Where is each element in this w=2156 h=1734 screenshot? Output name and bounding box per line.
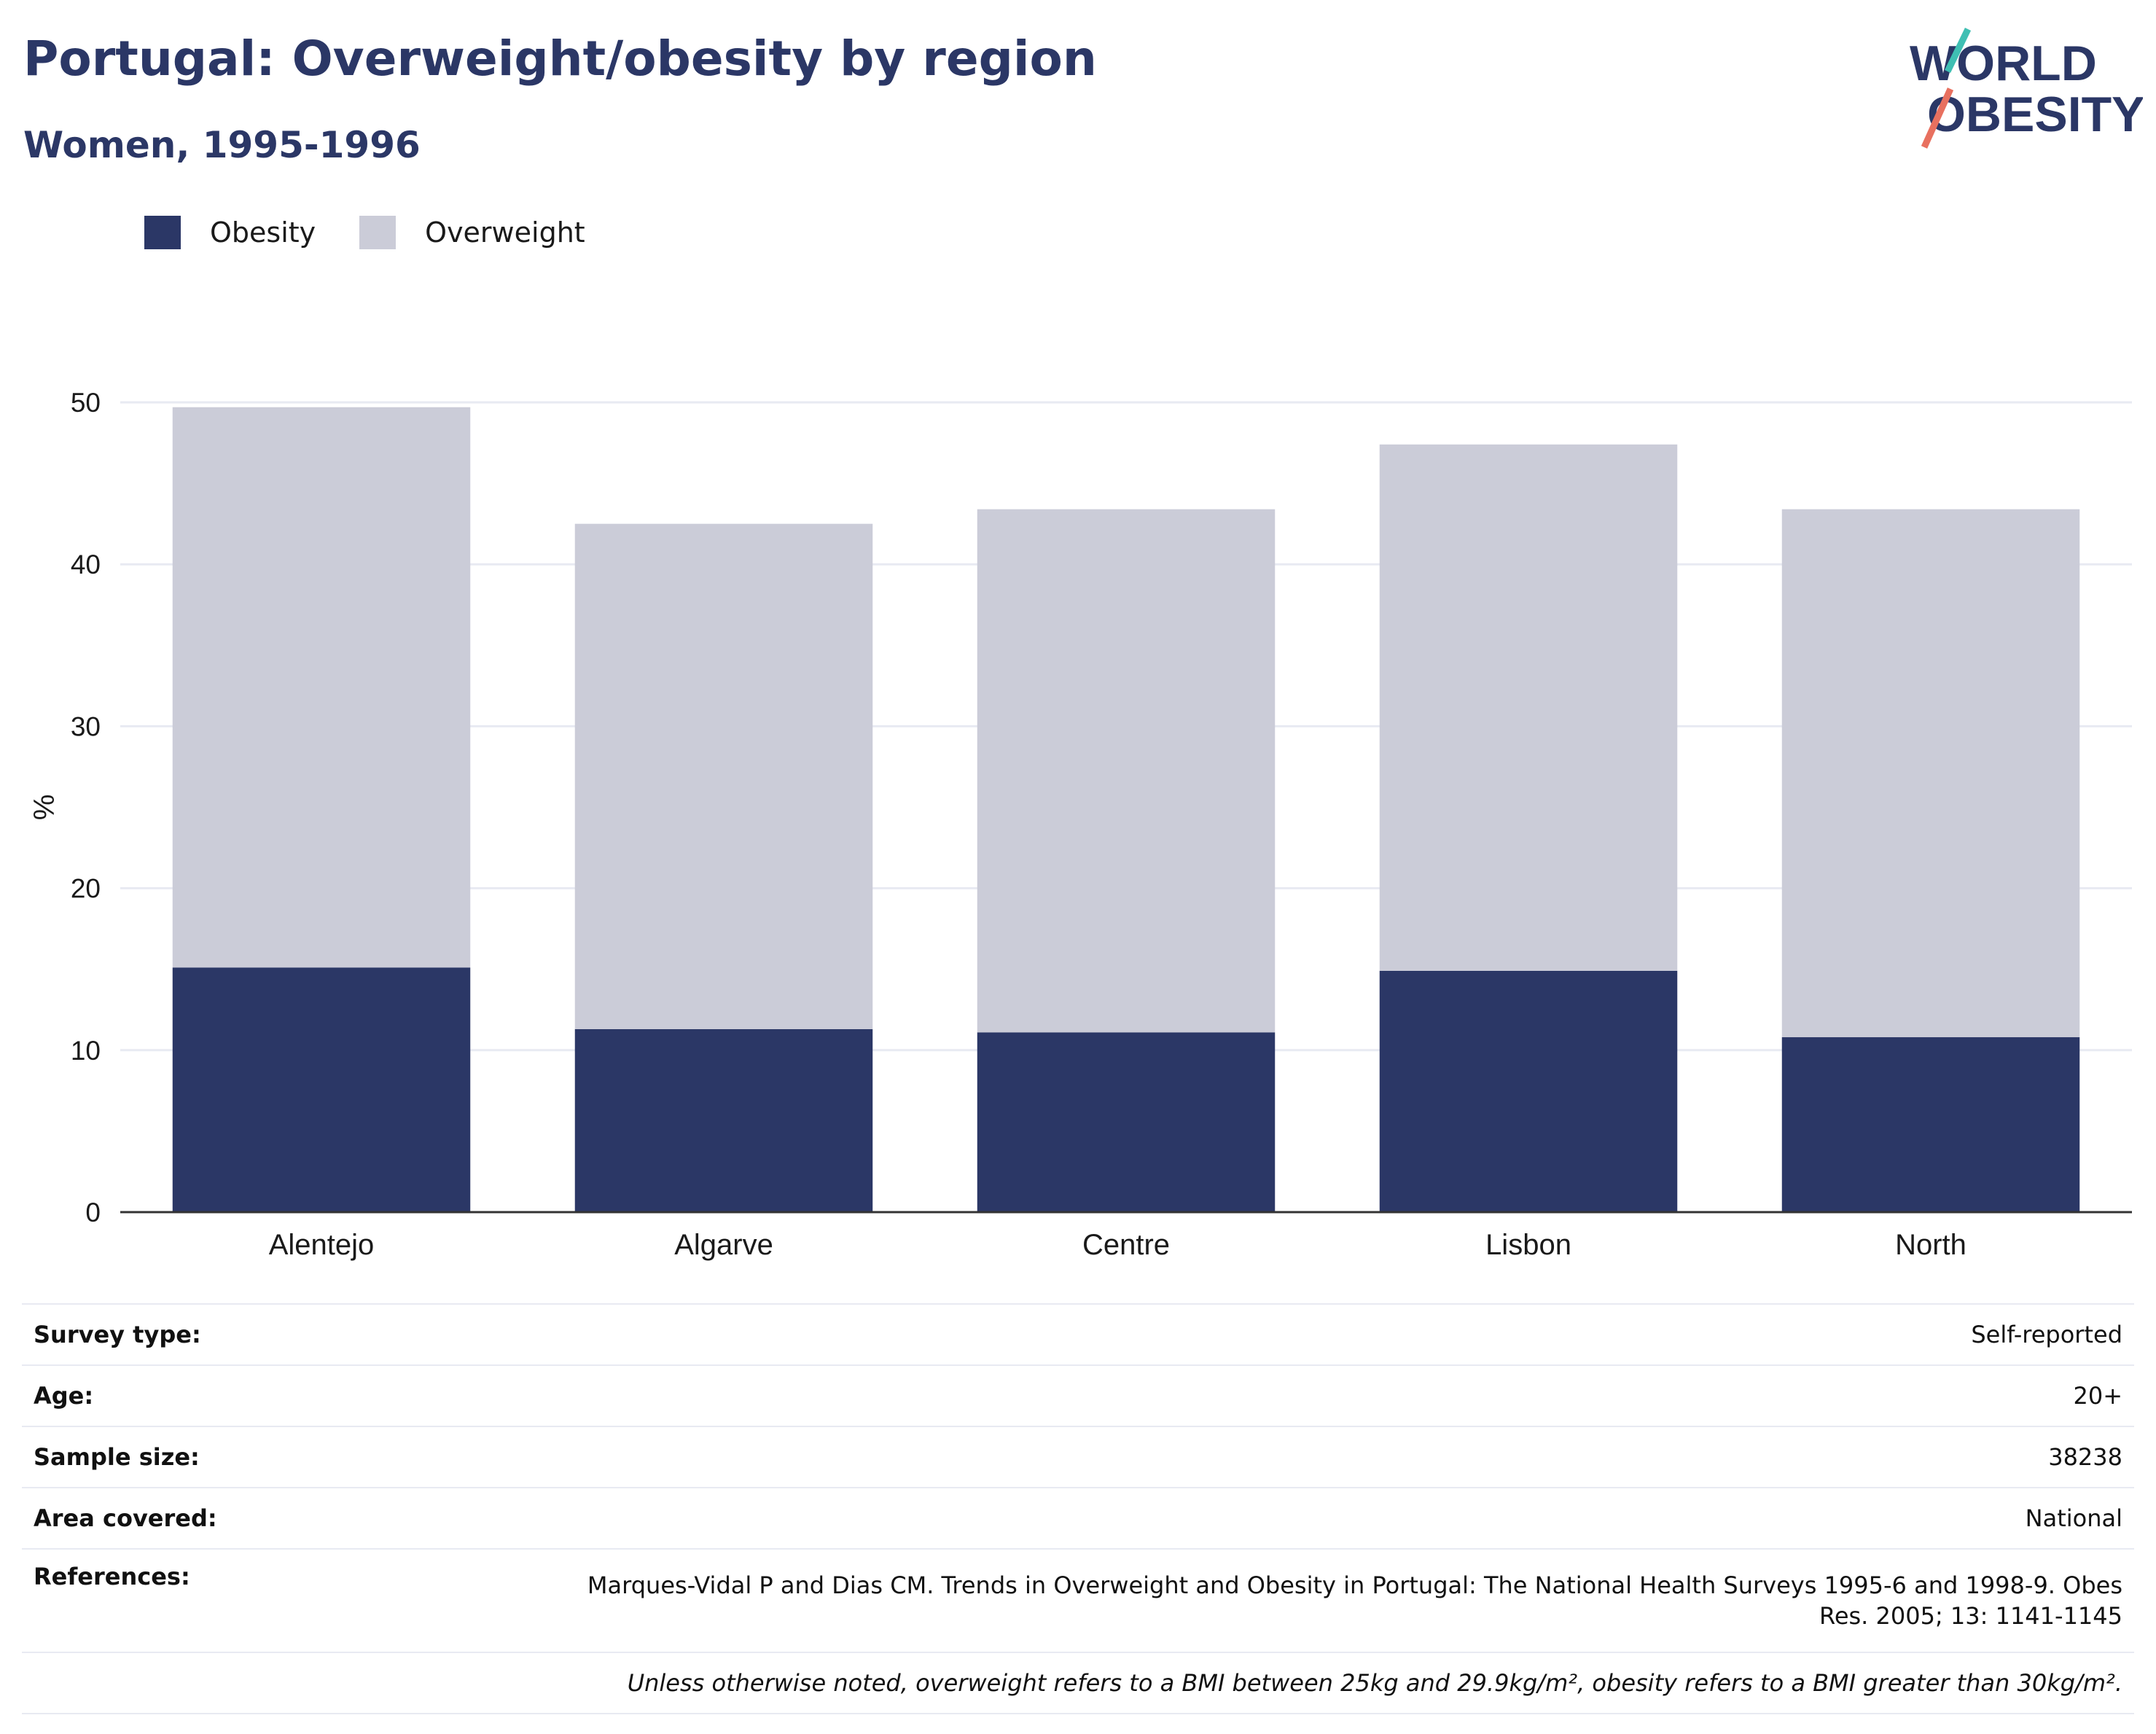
- info-row-age: Age: 20+: [22, 1364, 2134, 1426]
- bar-overweight-lisbon: [1379, 444, 1678, 971]
- legend-swatch-obesity: [144, 216, 181, 249]
- bar-obesity-algarve: [574, 1028, 873, 1212]
- bar-obesity-alentejo: [172, 967, 471, 1212]
- info-label-survey-type: Survey type:: [22, 1303, 483, 1365]
- bar-obesity-centre: [977, 1032, 1276, 1212]
- bar-overweight-centre: [977, 509, 1276, 1033]
- y-axis-label: %: [28, 794, 60, 821]
- y-tick-label: 20: [71, 874, 101, 904]
- logo-slash-coral: [1921, 87, 1954, 149]
- info-label-references: References:: [22, 1548, 483, 1652]
- bar-overweight-north: [1781, 509, 2080, 1038]
- info-value-area: National: [483, 1487, 2134, 1549]
- x-tick-label: Centre: [1082, 1229, 1170, 1261]
- info-row-note: Unless otherwise noted, overweight refer…: [22, 1652, 2134, 1714]
- bar-obesity-lisbon: [1379, 970, 1678, 1212]
- y-tick-label: 0: [85, 1198, 101, 1227]
- world-obesity-logo: WORLD OBESITY: [1910, 28, 2143, 149]
- logo-line2: OBESITY: [1927, 87, 2143, 142]
- legend-label-overweight: Overweight: [425, 216, 585, 249]
- x-tick-label: Algarve: [674, 1229, 773, 1261]
- references-line-2: Res. 2005; 13: 1141-1145: [1819, 1602, 2122, 1630]
- page-subtitle: Women, 1995-1996: [23, 124, 421, 166]
- logo-line1: WORLD: [1910, 36, 2097, 91]
- page-title: Portugal: Overweight/obesity by region: [23, 31, 1097, 87]
- legend-item-obesity: Obesity: [144, 216, 316, 249]
- info-value-sample-size: 38238: [483, 1426, 2134, 1488]
- info-value-age: 20+: [483, 1364, 2134, 1426]
- definition-note: Unless otherwise noted, overweight refer…: [483, 1652, 2134, 1714]
- legend-label-obesity: Obesity: [210, 216, 316, 249]
- info-row-references: References: Marques-Vidal P and Dias CM.…: [22, 1548, 2134, 1652]
- x-tick-label: Lisbon: [1485, 1229, 1571, 1261]
- stacked-bar-chart: 0 10 20 30 40 50% Alentejo Algarve Centre Lisbon N…: [28, 388, 2132, 1261]
- x-tick-label: North: [1895, 1229, 1966, 1261]
- info-label-area: Area covered:: [22, 1487, 483, 1549]
- info-row-area: Area covered: National: [22, 1487, 2134, 1549]
- info-row-sample-size: Sample size: 38238: [22, 1426, 2134, 1488]
- chart-legend: Obesity Overweight: [144, 216, 629, 249]
- y-tick-label: 30: [71, 711, 101, 741]
- info-value-references: Marques-Vidal P and Dias CM. Trends in O…: [483, 1548, 2134, 1652]
- legend-swatch-overweight: [359, 216, 397, 249]
- info-label-age: Age:: [22, 1364, 483, 1426]
- x-tick-label: Alentejo: [269, 1229, 375, 1261]
- info-note-spacer: [22, 1652, 483, 1714]
- bar-overweight-algarve: [574, 523, 873, 1029]
- y-tick-label: 40: [71, 550, 101, 579]
- logo-slash-teal: [1944, 28, 1972, 73]
- references-line-1: Marques-Vidal P and Dias CM. Trends in O…: [587, 1571, 2122, 1599]
- info-row-survey-type: Survey type: Self-reported: [22, 1303, 2134, 1365]
- bar-overweight-alentejo: [172, 407, 471, 968]
- y-tick-label: 10: [71, 1036, 101, 1066]
- survey-info-table: Survey type: Self-reported Age: 20+ Samp…: [22, 1303, 2134, 1714]
- y-tick-label: 50: [71, 388, 101, 418]
- info-value-survey-type: Self-reported: [483, 1303, 2134, 1365]
- legend-item-overweight: Overweight: [359, 216, 585, 249]
- bar-obesity-north: [1781, 1037, 2080, 1212]
- info-label-sample-size: Sample size:: [22, 1426, 483, 1488]
